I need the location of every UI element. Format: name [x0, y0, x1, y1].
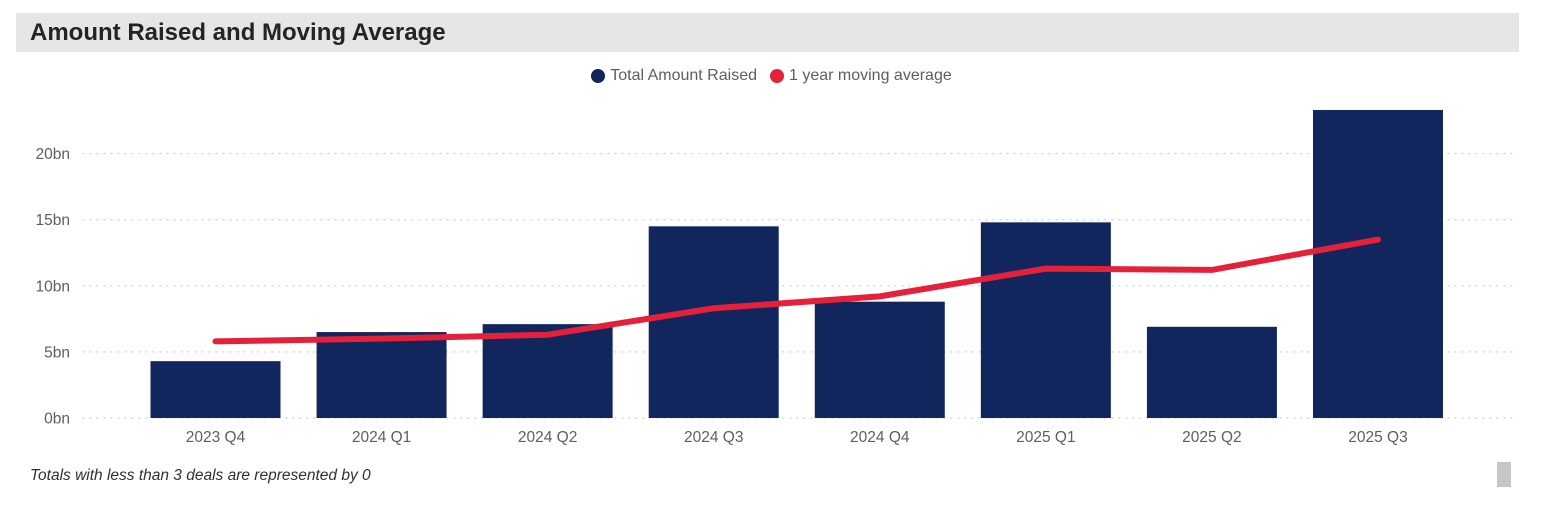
bar-2024-q1[interactable] [316, 332, 447, 418]
bar-2024-q4[interactable] [814, 301, 945, 418]
bar-2023-q4[interactable] [150, 361, 281, 418]
y-axis-tick-label: 0bn [44, 411, 70, 428]
y-axis-tick-label: 15bn [36, 212, 70, 229]
bar-2025-q3[interactable] [1312, 109, 1443, 418]
page-title: Amount Raised and Moving Average [30, 19, 446, 46]
legend-item-moving-average[interactable]: 1 year moving average [769, 67, 952, 85]
legend-item-total-amount-raised[interactable]: Total Amount Raised [591, 67, 757, 85]
bar-2025-q1[interactable] [980, 222, 1111, 418]
x-axis-tick-label: 2023 Q4 [186, 429, 246, 446]
x-axis-tick-label: 2024 Q4 [850, 429, 910, 446]
y-axis-tick-label: 10bn [36, 278, 70, 295]
footer-note: Totals with less than 3 deals are repres… [30, 467, 371, 484]
x-axis-tick-label: 2024 Q1 [352, 429, 411, 446]
chart-legend: Total Amount Raised 1 year moving averag… [0, 65, 1543, 87]
bar-2024-q3[interactable] [648, 226, 779, 418]
x-axis-tick-label: 2025 Q3 [1348, 429, 1407, 446]
y-axis-tick-label: 5bn [44, 344, 70, 361]
bar-2025-q2[interactable] [1146, 326, 1277, 418]
chart-title-bar: Amount Raised and Moving Average [16, 13, 1519, 52]
x-axis-tick-label: 2025 Q2 [1182, 429, 1241, 446]
x-axis-tick-label: 2024 Q2 [518, 429, 577, 446]
x-axis-tick-label: 2024 Q3 [684, 429, 743, 446]
legend-dot-icon [769, 69, 784, 83]
x-axis-tick-label: 2025 Q1 [1016, 429, 1075, 446]
legend-dot-icon [591, 69, 606, 83]
y-axis-tick-label: 20bn [36, 146, 70, 163]
bar-2024-q2[interactable] [482, 324, 613, 418]
legend-label-total-amount-raised: Total Amount Raised [610, 67, 757, 84]
moving-average-line [212, 236, 1381, 345]
legend-label-moving-average: 1 year moving average [788, 67, 952, 84]
chart-scrollbar-thumb[interactable] [1497, 462, 1511, 487]
